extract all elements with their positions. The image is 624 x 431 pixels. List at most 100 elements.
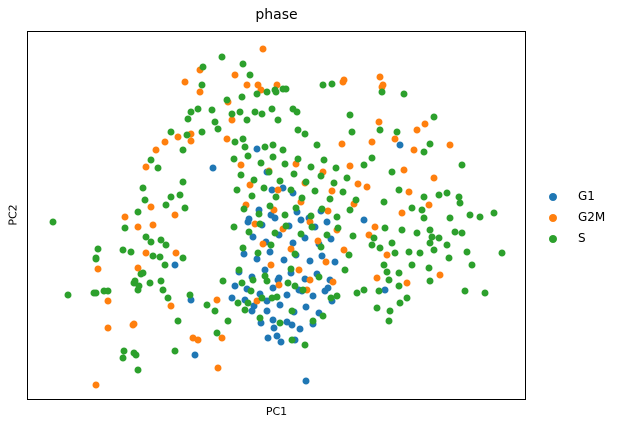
scatter-point-s bbox=[276, 319, 284, 327]
scatter-point-s bbox=[398, 226, 406, 234]
scatter-point-s bbox=[405, 248, 413, 256]
scatter-point-g2m bbox=[340, 246, 348, 254]
scatter-point-s bbox=[425, 264, 433, 272]
scatter-point-s bbox=[260, 184, 268, 192]
scatter-point-s bbox=[468, 261, 476, 269]
scatter-point-g2m bbox=[187, 130, 195, 138]
scatter-point-g1 bbox=[231, 282, 239, 290]
scatter-point-g2m bbox=[181, 78, 189, 86]
scatter-point-s bbox=[333, 292, 341, 300]
scatter-point-s bbox=[328, 80, 336, 88]
scatter-point-s bbox=[349, 232, 357, 240]
scatter-point-g2m bbox=[189, 334, 197, 342]
scatter-point-s bbox=[396, 299, 404, 307]
scatter-point-g1 bbox=[280, 256, 288, 264]
scatter-point-s bbox=[395, 269, 403, 277]
scatter-point-s bbox=[94, 245, 102, 253]
scatter-point-s bbox=[408, 261, 416, 269]
scatter-point-g1 bbox=[250, 302, 258, 310]
scatter-point-s bbox=[261, 272, 269, 280]
scatter-point-g1 bbox=[287, 269, 295, 277]
scatter-point-s bbox=[343, 174, 351, 182]
scatter-point-s bbox=[159, 286, 167, 294]
scatter-point-s bbox=[257, 159, 265, 167]
scatter-point-s bbox=[292, 204, 300, 212]
scatter-point-g2m bbox=[253, 297, 261, 305]
scatter-point-g2m bbox=[400, 166, 408, 174]
scatter-point-s bbox=[174, 317, 182, 325]
scatter-point-s bbox=[230, 223, 238, 231]
scatter-point-g2m bbox=[223, 135, 231, 143]
scatter-point-g2m bbox=[257, 86, 265, 94]
scatter-point-g2m bbox=[259, 45, 267, 53]
scatter-point-g2m bbox=[142, 249, 150, 257]
scatter-point-s bbox=[239, 244, 247, 252]
scatter-point-s bbox=[243, 116, 251, 124]
scatter-point-g2m bbox=[147, 203, 155, 211]
scatter-point-s bbox=[134, 208, 142, 216]
scatter-point-g1 bbox=[270, 324, 278, 332]
scatter-point-s bbox=[297, 230, 305, 238]
scatter-point-s bbox=[279, 146, 287, 154]
scatter-point-g1 bbox=[187, 296, 195, 304]
scatter-point-s bbox=[426, 140, 434, 148]
scatter-point-s bbox=[388, 168, 396, 176]
scatter-point-s bbox=[263, 277, 271, 285]
scatter-point-g2m bbox=[218, 334, 226, 342]
scatter-point-g1 bbox=[253, 145, 261, 153]
scatter-point-g2m bbox=[322, 258, 330, 266]
scatter-point-s bbox=[307, 163, 315, 171]
scatter-point-g1 bbox=[297, 216, 305, 224]
scatter-point-s bbox=[92, 255, 100, 263]
scatter-point-g2m bbox=[403, 279, 411, 287]
scatter-point-g2m bbox=[267, 261, 275, 269]
scatter-point-s bbox=[236, 108, 244, 116]
scatter-point-s bbox=[266, 202, 274, 210]
scatter-point-s bbox=[281, 211, 289, 219]
scatter-point-g2m bbox=[375, 118, 383, 126]
scatter-point-s bbox=[281, 160, 289, 168]
scatter-point-s bbox=[284, 279, 292, 287]
scatter-point-g2m bbox=[196, 88, 204, 96]
scatter-point-s bbox=[332, 164, 340, 172]
scatter-point-s bbox=[213, 329, 221, 337]
scatter-point-s bbox=[100, 287, 108, 295]
scatter-point-g2m bbox=[314, 237, 322, 245]
scatter-point-g1 bbox=[267, 211, 275, 219]
legend-entry-s: S bbox=[549, 228, 605, 249]
scatter-point-g1 bbox=[171, 261, 179, 269]
scatter-point-s bbox=[370, 234, 378, 242]
scatter-point-g1 bbox=[331, 258, 339, 266]
scatter-point-s bbox=[198, 128, 206, 136]
scatter-point-s bbox=[376, 244, 384, 252]
scatter-point-g2m bbox=[274, 186, 282, 194]
scatter-point-s bbox=[147, 238, 155, 246]
scatter-point-s bbox=[458, 229, 466, 237]
scatter-point-s bbox=[333, 213, 341, 221]
scatter-point-s bbox=[167, 193, 175, 201]
scatter-point-s bbox=[420, 214, 428, 222]
scatter-point-s bbox=[309, 317, 317, 325]
scatter-point-s bbox=[319, 312, 327, 320]
scatter-point-s bbox=[430, 246, 438, 254]
scatter-point-s bbox=[127, 248, 135, 256]
scatter-point-s bbox=[157, 277, 165, 285]
scatter-point-s bbox=[317, 172, 325, 180]
y-axis-label: PC2 bbox=[6, 204, 20, 226]
scatter-point-s bbox=[255, 210, 263, 218]
scatter-point-s bbox=[157, 236, 165, 244]
scatter-point-g2m bbox=[421, 120, 429, 128]
scatter-point-g2m bbox=[295, 266, 303, 274]
scatter-point-s bbox=[167, 128, 175, 136]
scatter-point-s bbox=[326, 195, 334, 203]
scatter-point-s bbox=[137, 270, 145, 278]
scatter-point-g1 bbox=[263, 297, 271, 305]
scatter-point-g2m bbox=[371, 223, 379, 231]
scatter-point-s bbox=[360, 161, 368, 169]
scatter-point-g2m bbox=[196, 66, 204, 74]
scatter-point-s bbox=[272, 193, 280, 201]
scatter-point-g1 bbox=[245, 215, 253, 223]
scatter-point-s bbox=[219, 277, 227, 285]
chart-title: phase bbox=[255, 7, 298, 23]
scatter-point-s bbox=[249, 276, 257, 284]
